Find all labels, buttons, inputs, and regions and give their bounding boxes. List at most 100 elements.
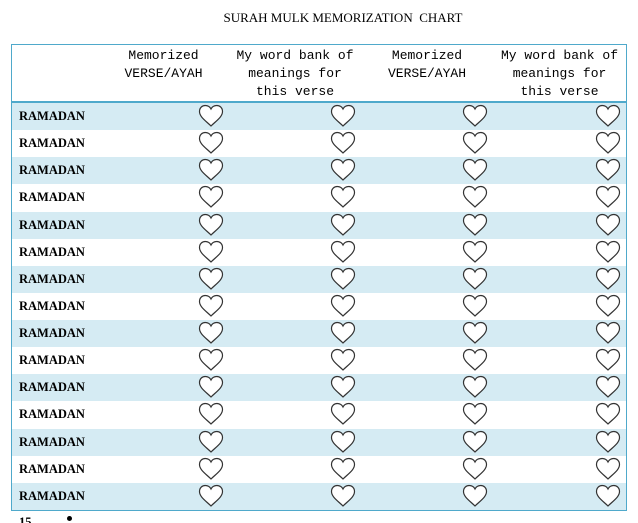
heart-shape xyxy=(330,186,356,209)
heart-icon xyxy=(198,321,224,344)
heart-shape xyxy=(595,430,621,453)
header-line: Memorized xyxy=(128,48,199,63)
heart-icon xyxy=(330,240,356,263)
heart-cell xyxy=(361,292,494,322)
row-label: RAMADAN 05 xyxy=(11,211,99,258)
row-label: RAMADAN 11 xyxy=(11,374,99,420)
heart-shape xyxy=(595,104,621,127)
heart-shape xyxy=(330,159,356,182)
heart-shape xyxy=(198,349,224,372)
heart-shape xyxy=(330,321,356,344)
heart-icon xyxy=(330,321,356,344)
heart-cell xyxy=(361,184,494,213)
heart-shape xyxy=(198,159,224,182)
heart-icon xyxy=(330,213,356,236)
row-label: RAMADAN 12 xyxy=(11,401,99,447)
heart-icon xyxy=(595,430,621,453)
heart-shape xyxy=(595,159,621,182)
heart-cell xyxy=(361,374,494,403)
heart-icon xyxy=(330,349,356,372)
heart-icon xyxy=(462,240,488,263)
heart-icon xyxy=(595,267,621,290)
heart-shape xyxy=(330,267,356,290)
heart-icon xyxy=(595,132,621,154)
heart-icon xyxy=(198,159,224,182)
heart-icon xyxy=(198,349,224,372)
heart-icon xyxy=(330,186,356,209)
row-label: RAMADAN 03 xyxy=(11,157,99,203)
heart-cell xyxy=(98,482,230,511)
heart-shape xyxy=(198,186,224,209)
heart-cell xyxy=(98,238,230,267)
heart-shape xyxy=(595,484,621,507)
heart-shape xyxy=(330,430,356,453)
heart-shape xyxy=(462,186,488,209)
heart-shape xyxy=(198,240,224,263)
row-label: RAMADAN 06 xyxy=(11,238,99,285)
heart-icon xyxy=(198,457,224,480)
heart-shape xyxy=(595,240,621,263)
heart-icon xyxy=(462,457,488,480)
heart-icon xyxy=(462,484,488,507)
heart-cell xyxy=(361,320,494,349)
heart-cell xyxy=(493,482,627,511)
heart-shape xyxy=(198,132,224,154)
heart-icon xyxy=(198,376,224,399)
heart-cell xyxy=(493,320,627,349)
heart-cell xyxy=(98,184,230,213)
heart-shape xyxy=(595,267,621,290)
heart-icon xyxy=(595,294,621,317)
heart-cell xyxy=(361,401,494,430)
heart-icon xyxy=(330,294,356,317)
heart-cell xyxy=(361,428,494,457)
heart-cell xyxy=(98,103,230,132)
heart-shape xyxy=(198,430,224,453)
row-label: RAMADAN 09 xyxy=(11,320,99,366)
heart-icon xyxy=(198,240,224,263)
heart-shape xyxy=(595,349,621,372)
header-line: meanings for xyxy=(248,66,342,81)
row-label: RAMADAN 01 xyxy=(11,103,99,149)
row-label: RAMADAN 10 xyxy=(11,347,99,393)
heart-icon xyxy=(462,321,488,344)
heart-shape xyxy=(198,484,224,507)
header-line: this verse xyxy=(520,84,599,99)
heart-cell xyxy=(229,211,362,240)
heart-icon xyxy=(462,294,488,317)
heart-cell xyxy=(98,130,230,159)
heart-shape xyxy=(462,484,488,507)
heart-cell xyxy=(98,265,230,294)
row-label: RAMADAN 14 xyxy=(11,455,99,502)
heart-shape xyxy=(330,349,356,372)
bullet xyxy=(67,516,72,521)
heart-icon xyxy=(462,186,488,209)
heart-icon xyxy=(330,457,356,480)
heart-cell xyxy=(493,347,627,376)
heart-icon xyxy=(595,484,621,507)
heart-shape xyxy=(198,321,224,344)
heart-icon xyxy=(330,403,356,426)
heart-icon xyxy=(462,430,488,453)
heart-cell xyxy=(229,401,362,430)
heart-cell xyxy=(229,292,362,322)
row-label: RAMADAN 13 xyxy=(11,428,99,475)
heart-cell xyxy=(229,157,362,186)
header-cell: My word bank of meanings for this verse xyxy=(229,44,362,103)
header-line: My word bank of xyxy=(236,48,354,63)
header-cell: Memorized VERSE/AYAH xyxy=(361,44,494,103)
heart-icon xyxy=(595,213,621,236)
heart-cell xyxy=(493,130,627,159)
heart-icon xyxy=(595,159,621,182)
heart-shape xyxy=(462,132,488,154)
heart-shape xyxy=(198,403,224,426)
heart-icon xyxy=(462,376,488,399)
heart-cell xyxy=(361,455,494,484)
heart-shape xyxy=(462,294,488,317)
heart-cell xyxy=(98,401,230,430)
heart-cell xyxy=(229,374,362,403)
heart-icon xyxy=(198,403,224,426)
heart-cell xyxy=(229,482,362,511)
heart-cell xyxy=(361,265,494,294)
heart-shape xyxy=(198,294,224,317)
heart-icon xyxy=(462,213,488,236)
